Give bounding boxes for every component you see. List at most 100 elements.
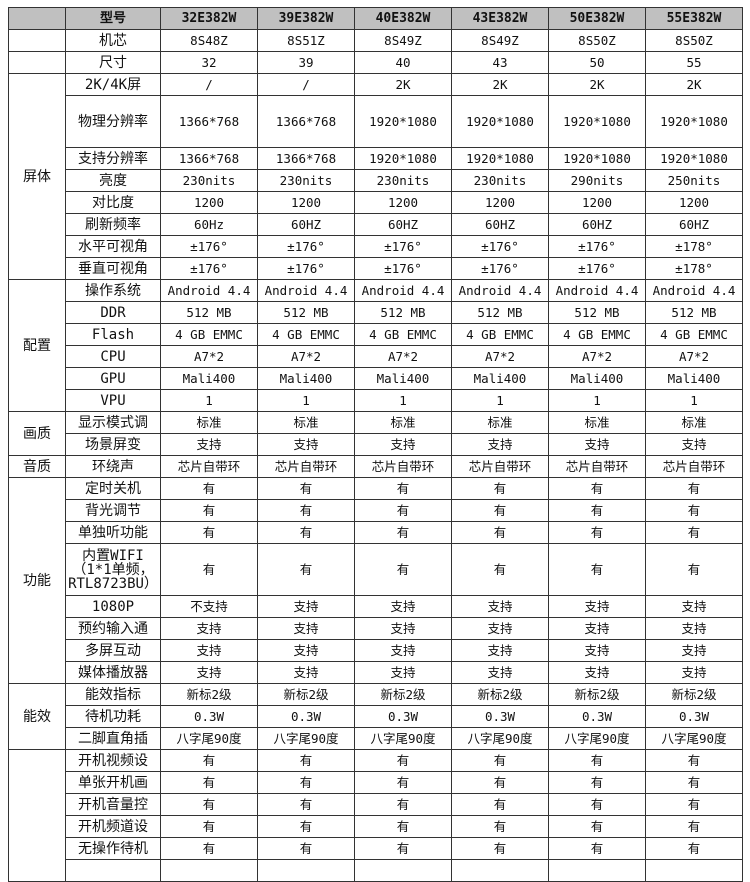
- row-label: 水平可视角: [65, 235, 161, 258]
- table-row: 屏体 2K/4K屏 //2K 2K 2K 2K: [8, 73, 743, 280]
- value-cell: 八字尾90度: [160, 727, 258, 750]
- value-cell: 有: [645, 771, 743, 794]
- value-cell: 支持: [451, 433, 549, 456]
- value-cell: 1920*1080: [451, 147, 549, 170]
- value-cell: 39: [257, 51, 355, 74]
- value-cell: 芯片自带环: [160, 455, 258, 478]
- group-label: 屏体: [8, 73, 66, 280]
- value-cell: 有: [354, 793, 452, 816]
- value-cell: Android 4.4: [548, 279, 646, 302]
- value-cell: ±176°: [257, 257, 355, 280]
- value-cell: 1: [160, 389, 258, 412]
- value-cell: ±176°: [354, 235, 452, 258]
- table-row: 待机功耗 0.3W 0.3W 0.3W 0.3W 0.3W 0.3W: [9, 705, 743, 728]
- table-row: 二脚直角插 八字尾90度 八字尾90度 八字尾90度 八字尾90度 八字尾90度 八字尾90…: [9, 727, 743, 750]
- value-cell: 1: [548, 389, 646, 412]
- value-cell: 有: [354, 521, 452, 544]
- table-row: Flash 4 GB EMMC 4 GB EMMC 4 GB EMMC 4 GB EMM…: [9, 323, 743, 346]
- value-cell: 60HZ: [548, 213, 646, 236]
- table-row: 单张开机画有有有有有有: [9, 771, 743, 794]
- value-cell: Mali400: [548, 367, 646, 390]
- value-cell: 支持: [645, 661, 743, 684]
- value-cell: 60HZ: [645, 213, 743, 236]
- value-cell: 有: [354, 543, 452, 596]
- row-label: 定时关机: [65, 477, 161, 500]
- table-row: 无操作待机有有有有有有: [9, 837, 743, 860]
- value-cell: 1200: [451, 191, 549, 214]
- value-cell: 有: [548, 521, 646, 544]
- value-cell: 1366*768: [160, 95, 258, 148]
- value-cell: 230nits: [354, 169, 452, 192]
- row-label: 操作系统: [65, 279, 161, 302]
- value-cell: 0.3W: [645, 705, 743, 728]
- value-cell: A7*2: [354, 345, 452, 368]
- value-cell: 有: [257, 499, 355, 522]
- group-label: 能效: [8, 683, 66, 750]
- table-row: 开机视频设有有有有有有: [8, 749, 743, 882]
- value-cell: 1: [257, 389, 355, 412]
- value-cell: 0.3W: [160, 705, 258, 728]
- value-cell: 1: [451, 389, 549, 412]
- value-cell: 芯片自带环: [354, 455, 452, 478]
- value-cell: 支持: [257, 661, 355, 684]
- value-cell: 支持: [257, 639, 355, 662]
- row-label: 开机频道设: [65, 815, 161, 838]
- table-row: CPU A7*2 A7*2 A7*2 A7*2 A7*2 A7*2: [9, 345, 743, 368]
- row-label: VPU: [65, 389, 161, 412]
- spec-table: 型号 32E382W 39E382W 40E382W 43E382W 50E38…: [8, 7, 743, 882]
- value-cell: 八字尾90度: [257, 727, 355, 750]
- value-cell: 有: [451, 771, 549, 794]
- group-label: [8, 51, 66, 74]
- value-cell: 有: [354, 477, 452, 500]
- table-row: 尺寸 32 39 40 43 50 55: [8, 51, 743, 74]
- row-label: 开机视频设: [65, 749, 161, 772]
- table-row: 背光调节有有有有有有: [9, 499, 743, 522]
- value-cell: A7*2: [257, 345, 355, 368]
- value-cell: 支持: [645, 617, 743, 640]
- table-row: 音质 环绕声 芯片自带环 芯片自带环 芯片自带环 芯片自带环 芯片自带环 芯片自带环: [8, 455, 743, 478]
- value-cell: 支持: [645, 639, 743, 662]
- value-cell: 有: [548, 793, 646, 816]
- value-cell: 1920*1080: [645, 95, 743, 148]
- value-cell: ±176°: [548, 235, 646, 258]
- value-cell: 有: [160, 477, 258, 500]
- value-cell: 有: [645, 543, 743, 596]
- value-cell: 有: [354, 837, 452, 860]
- value-cell: 1920*1080: [645, 147, 743, 170]
- value-cell: ±176°: [160, 257, 258, 280]
- value-cell: 1920*1080: [548, 95, 646, 148]
- group-label: 画质: [8, 411, 66, 456]
- value-cell: 八字尾90度: [451, 727, 549, 750]
- value-cell: 支持: [645, 595, 743, 618]
- value-cell: 有: [548, 543, 646, 596]
- table-row: 亮度 230nits 230nits 230nits 230nits 290nits 250…: [9, 169, 743, 192]
- value-cell: 有: [451, 477, 549, 500]
- value-cell: ±178°: [645, 257, 743, 280]
- value-cell: 有: [645, 499, 743, 522]
- value-cell: 芯片自带环: [257, 455, 355, 478]
- table-row: 刷新频率 60Hz 60HZ 60HZ 60HZ 60HZ 60HZ: [9, 213, 743, 236]
- value-cell: 有: [451, 521, 549, 544]
- row-label: 场景屏变: [65, 433, 161, 456]
- value-cell: 有: [354, 499, 452, 522]
- value-cell: 有: [451, 749, 549, 772]
- value-cell: 4 GB EMMC: [451, 323, 549, 346]
- row-label: 待机功耗: [65, 705, 161, 728]
- table-row: 预约输入通 支持 支持 支持 支持 支持 支持: [9, 617, 743, 640]
- value-cell: 1200: [645, 191, 743, 214]
- value-cell: 有: [451, 837, 549, 860]
- table-row: [9, 859, 743, 882]
- row-label: 预约输入通: [65, 617, 161, 640]
- value-cell: 不支持: [160, 595, 258, 618]
- value-cell: 八字尾90度: [645, 727, 743, 750]
- table-row: DDR 512 MB 512 MB 512 MB 512 MB 512 MB 512 MB: [9, 301, 743, 324]
- value-cell: Android 4.4: [160, 279, 258, 302]
- value-cell: 32: [160, 51, 258, 74]
- value-cell: 有: [645, 815, 743, 838]
- value-cell: 0.3W: [257, 705, 355, 728]
- header-label: 型号: [65, 7, 161, 30]
- value-cell: 4 GB EMMC: [645, 323, 743, 346]
- value-cell: 有: [257, 749, 355, 772]
- value-cell: 230nits: [160, 169, 258, 192]
- value-cell: 230nits: [257, 169, 355, 192]
